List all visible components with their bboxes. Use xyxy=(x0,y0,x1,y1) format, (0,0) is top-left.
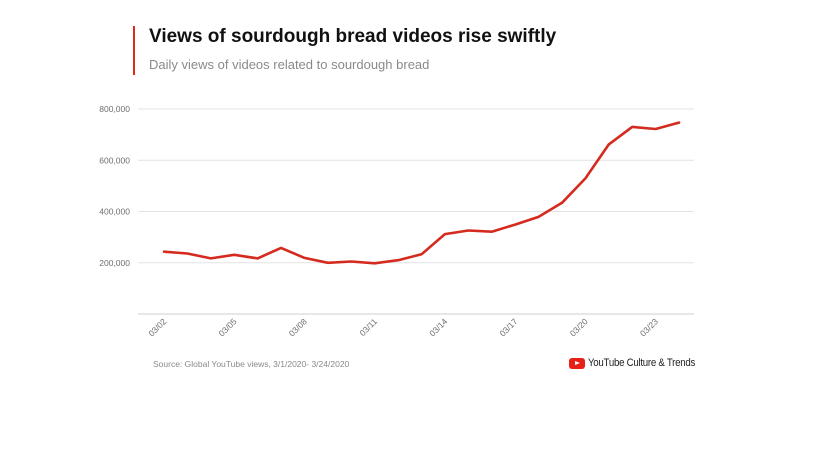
x-tick-label: 03/11 xyxy=(357,316,379,338)
y-tick-label: 400,000 xyxy=(99,207,130,217)
series-line-daily-views xyxy=(162,121,681,265)
source-note: Source: Global YouTube views, 3/1/2020- … xyxy=(153,359,350,369)
x-tick-label: 03/05 xyxy=(217,316,239,338)
brand-logo: YouTube Culture & Trends xyxy=(569,357,710,369)
title-accent-bar xyxy=(133,26,135,75)
chart-title: Views of sourdough bread videos rise swi… xyxy=(149,26,557,47)
x-tick-label: 03/20 xyxy=(568,316,590,338)
x-tick-label: 03/08 xyxy=(287,316,309,338)
youtube-play-icon xyxy=(569,357,585,369)
x-tick-label: 03/17 xyxy=(497,316,519,338)
y-tick-label: 600,000 xyxy=(99,155,130,165)
x-tick-label: 03/23 xyxy=(638,316,660,338)
x-tick-label: 03/02 xyxy=(146,316,168,338)
y-tick-label: 800,000 xyxy=(99,104,130,114)
y-tick-label: 200,000 xyxy=(99,258,130,268)
chart-subtitle: Daily views of videos related to sourdou… xyxy=(149,57,430,72)
brand-text: YouTube Culture & Trends xyxy=(588,357,696,369)
x-tick-label: 03/14 xyxy=(427,316,449,338)
